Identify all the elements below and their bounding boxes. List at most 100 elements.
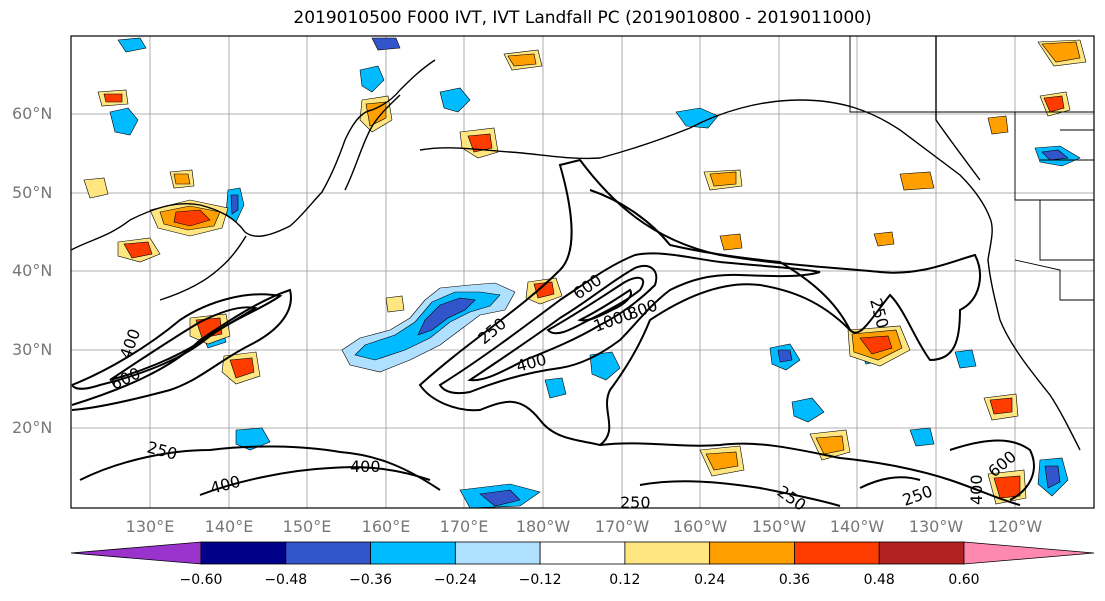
alaska-coast xyxy=(689,99,1081,451)
pc-negative-region xyxy=(417,297,476,336)
ivt-contour-250 xyxy=(589,189,851,331)
ivt-map: 600 1000 800 400 250 250 600 400 250 400… xyxy=(70,35,1095,515)
lon-label-120w: 120°W xyxy=(987,517,1043,536)
coastlines xyxy=(71,36,1081,451)
pc-negative-region xyxy=(544,377,567,399)
lat-label-30n: 30°N xyxy=(12,340,53,359)
lat-label-60n: 60°N xyxy=(12,104,53,123)
pc-negative-region xyxy=(954,349,977,369)
ivt-contour-600 xyxy=(467,265,658,382)
colorbar-segment xyxy=(794,541,880,565)
border-line xyxy=(849,36,1094,113)
lon-label-170w: 170°W xyxy=(594,517,650,536)
pc-positive-region xyxy=(989,397,1013,415)
pc-positive-region xyxy=(507,53,537,67)
aleutian-chain xyxy=(419,127,691,160)
lon-label-130w: 130°W xyxy=(908,517,964,536)
lat-label-20n: 20°N xyxy=(12,418,53,437)
ivt-contour-800 xyxy=(546,276,645,335)
pc-positive-region xyxy=(1041,41,1081,63)
pc-positive-region xyxy=(1043,95,1065,113)
canada-coast xyxy=(935,36,981,181)
ivt-contour-400 xyxy=(438,252,821,395)
colorbar-segment xyxy=(370,541,456,565)
lon-label-140w: 140°W xyxy=(829,517,885,536)
lat-label-40n: 40°N xyxy=(12,261,53,280)
map-background xyxy=(71,36,1094,508)
pc-positive-region xyxy=(123,241,153,259)
pc-negative-region xyxy=(109,107,139,136)
colorbar-tick-label: 0.24 xyxy=(694,572,726,588)
pc-positive-region xyxy=(873,231,895,247)
colorbar-tick-label: 0.36 xyxy=(778,572,811,588)
lon-label-140e: 140°E xyxy=(204,517,254,536)
lon-label-160e: 160°E xyxy=(361,517,411,536)
ivt-contour-600 xyxy=(109,306,258,381)
ivt-contour-1000 xyxy=(577,288,632,322)
colorbar-tick-label: −0.60 xyxy=(179,572,223,588)
pc-negative-region xyxy=(359,65,385,93)
pc-negative-region xyxy=(371,37,401,51)
contour-label: 400 xyxy=(350,457,381,476)
pc-positive-region xyxy=(173,173,191,185)
colorbar-segment xyxy=(878,541,965,565)
pc-positive-region xyxy=(899,171,935,191)
pc-negative-region xyxy=(791,397,825,423)
political-borders xyxy=(849,36,1094,301)
ivt-contour-250 xyxy=(79,445,441,491)
colorbar-tick-label: 0.48 xyxy=(863,572,895,588)
pc-positive-region xyxy=(815,435,845,455)
pc-positive-region xyxy=(385,295,405,313)
pc-negative-region xyxy=(589,351,621,381)
contour-label: 250 xyxy=(620,493,651,512)
pc-positive-region xyxy=(993,475,1021,499)
border-line xyxy=(1039,200,1094,261)
contour-label: 400 xyxy=(967,474,986,505)
pc-positive-region xyxy=(229,357,255,379)
pc-negative-region xyxy=(439,87,471,113)
ivt-contour-400 xyxy=(949,439,1035,501)
pc-positive-region xyxy=(705,451,739,471)
colorbar-tick-label: 0.60 xyxy=(948,572,980,588)
pc-positive-region xyxy=(83,177,109,199)
lon-label-160w: 160°W xyxy=(672,517,728,536)
ivt-contour-250 xyxy=(71,288,292,411)
colorbar-segment xyxy=(963,541,1095,565)
pc-negative-region xyxy=(117,37,147,53)
map-title: 2019010500 F000 IVT, IVT Landfall PC (20… xyxy=(293,8,872,28)
colorbar xyxy=(70,541,1095,565)
colorbar-segments xyxy=(70,541,1095,565)
pc-positive-region xyxy=(859,335,893,355)
ivt-contour-400 xyxy=(71,293,283,390)
asia-coast xyxy=(71,59,436,251)
lon-label-130e: 130°E xyxy=(125,517,175,536)
ivt-contour-400 xyxy=(199,466,431,496)
pc-negative-region xyxy=(909,427,935,447)
pc-negative-region xyxy=(1044,465,1061,489)
japan-coast xyxy=(159,235,247,301)
pc-positive-region xyxy=(103,93,123,103)
ivt-contour-250 xyxy=(639,480,841,507)
pc-positive-region xyxy=(467,133,493,153)
pc-negative-region xyxy=(777,349,793,363)
pc-positive-region xyxy=(709,171,737,187)
pc-negative-region xyxy=(1041,149,1069,161)
lon-label-150w: 150°W xyxy=(751,517,807,536)
colorbar-tick-label: −0.24 xyxy=(433,572,477,588)
pc-positive-region xyxy=(173,209,211,227)
ivt-contour-250 xyxy=(599,442,1021,506)
colorbar-segment xyxy=(454,541,541,565)
colorbar-segment xyxy=(709,541,795,565)
pc-positive-region xyxy=(719,233,743,251)
border-line xyxy=(1014,259,1094,301)
colorbar-tick-label: 0.12 xyxy=(609,572,641,588)
pc-negative-region xyxy=(479,489,521,507)
colorbar-segment xyxy=(539,541,626,565)
lon-label-180w: 180°W xyxy=(515,517,571,536)
colorbar-tick-label: −0.48 xyxy=(264,572,308,588)
ivt-contour-400 xyxy=(859,476,921,489)
pc-negative-region xyxy=(675,107,719,129)
border-line xyxy=(1014,112,1094,201)
ivt-contours xyxy=(71,158,1035,507)
kamchatka-coast xyxy=(344,94,401,191)
